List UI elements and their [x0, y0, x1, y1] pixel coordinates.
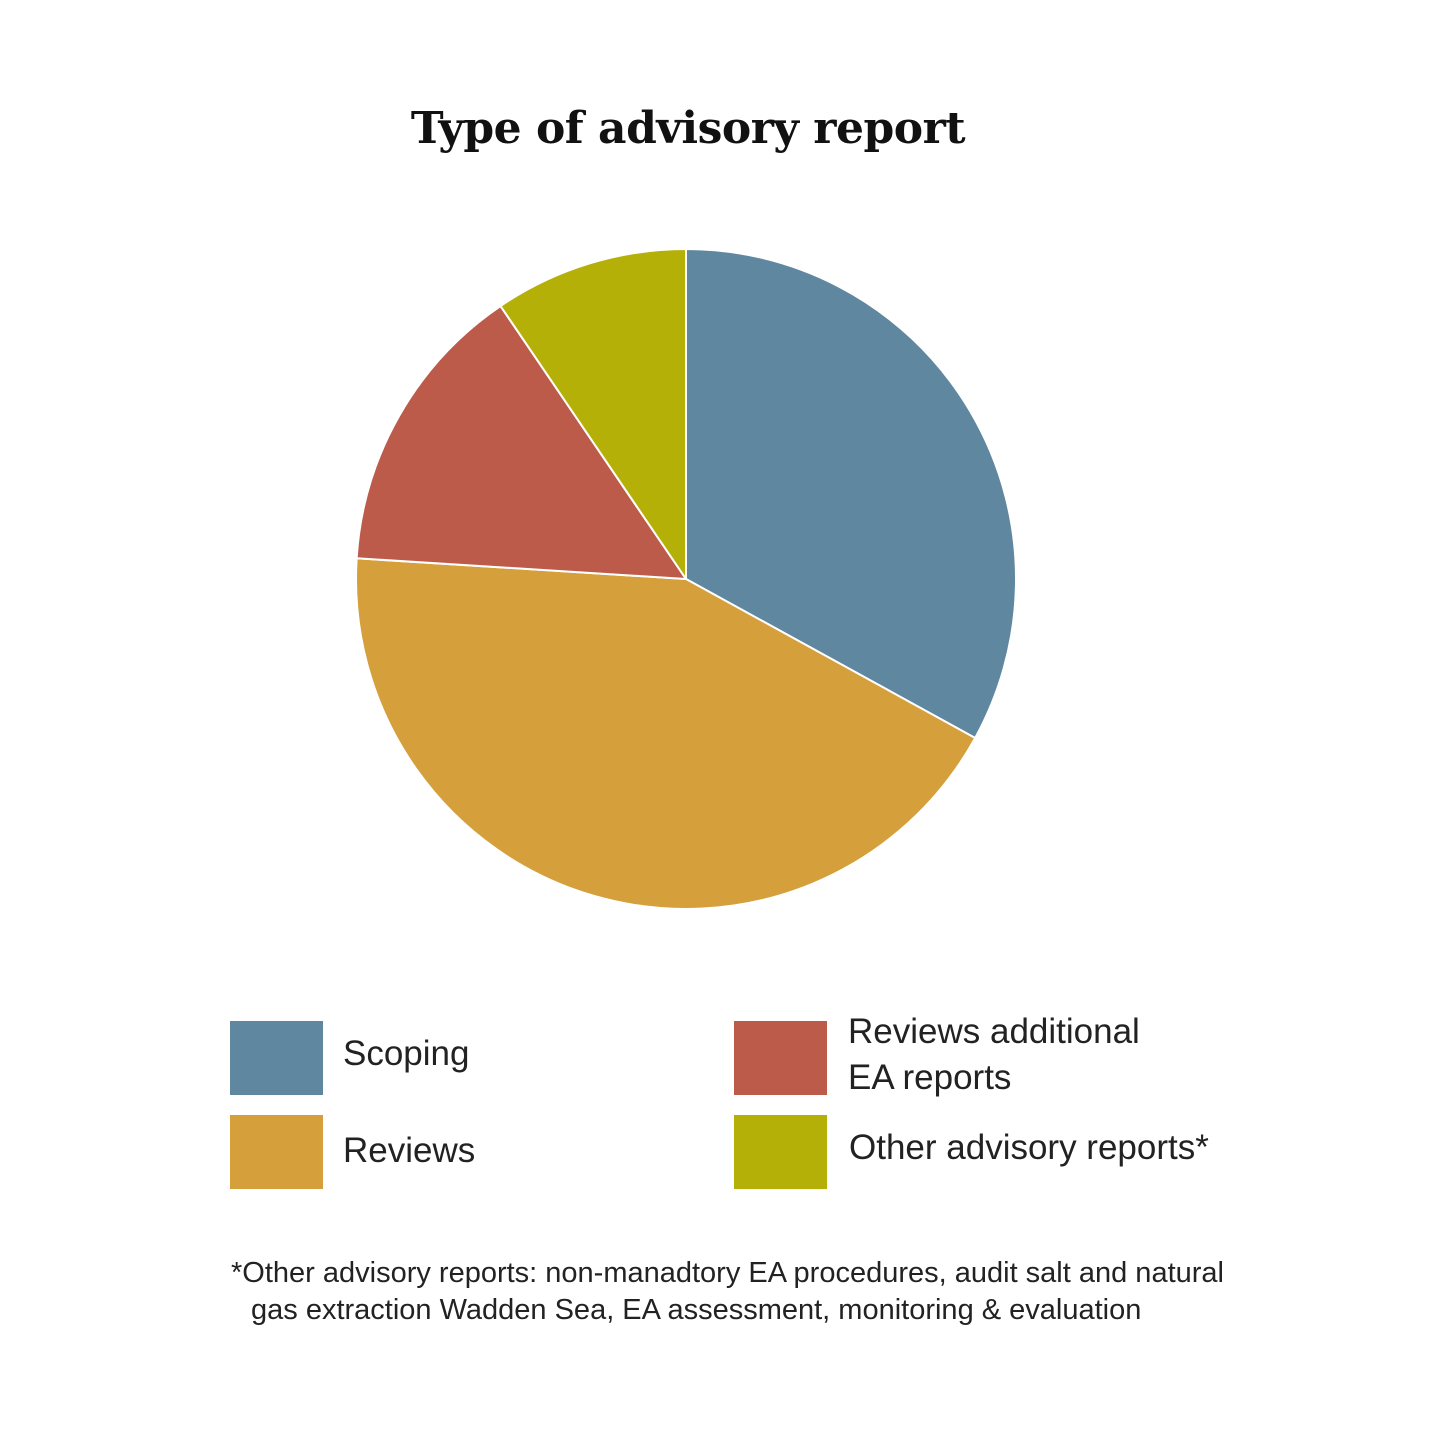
pie-slices	[355, 248, 1017, 910]
chart-title: Type of advisory report	[410, 103, 966, 154]
legend-label-reviews-additional-line1: Reviews additional	[848, 1012, 1140, 1051]
legend-label-reviews-additional-line2: EA reports	[848, 1058, 1012, 1097]
legend-label-other: Other advisory reports*	[849, 1128, 1209, 1167]
legend-swatch-scoping	[230, 1021, 323, 1095]
legend-label-scoping: Scoping	[343, 1034, 470, 1073]
legend-swatch-reviews-additional	[734, 1021, 827, 1095]
pie-slice-reviews	[355, 557, 977, 910]
pie-slice-scoping	[685, 248, 1017, 739]
pie-chart	[355, 248, 1017, 910]
pie-slice-other-advisory-reports	[499, 248, 687, 580]
footnote: *Other advisory reports: non-manadtory E…	[231, 1255, 1311, 1329]
legend-label-reviews: Reviews	[343, 1131, 476, 1170]
footnote-line2: gas extraction Wadden Sea, EA assessment…	[251, 1294, 1142, 1326]
legend-swatch-reviews	[230, 1115, 323, 1189]
legend-swatch-other	[734, 1115, 827, 1189]
legend-label-reviews-additional: Reviews additional EA reports	[848, 1009, 1140, 1101]
footnote-line1: *Other advisory reports: non-manadtory E…	[231, 1257, 1224, 1289]
pie-slice-reviews-additional-ea-reports	[355, 305, 687, 580]
